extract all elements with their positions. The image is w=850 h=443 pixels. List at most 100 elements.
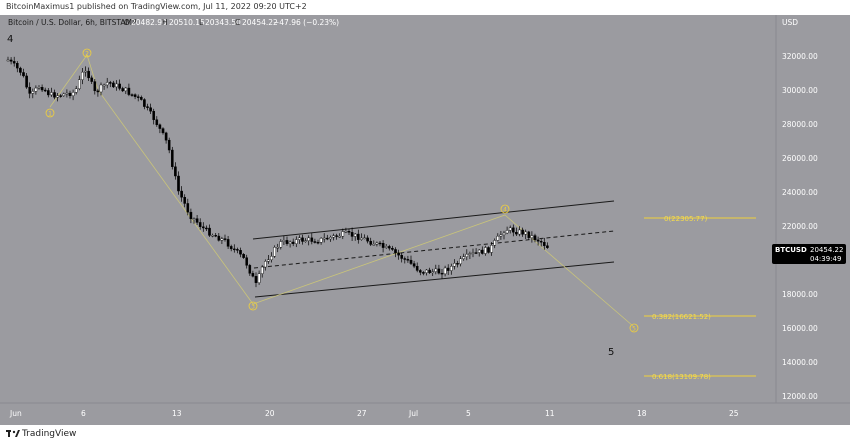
candle-body xyxy=(161,128,165,134)
candle-body xyxy=(344,231,348,233)
candle-body xyxy=(242,254,245,258)
candle-body xyxy=(127,87,131,95)
candle-body xyxy=(264,261,267,268)
candle-body xyxy=(319,237,323,243)
channel-upper-line[interactable] xyxy=(252,200,615,240)
candle-body xyxy=(322,237,326,240)
price-tick: 18000.00 xyxy=(782,290,818,299)
candle-body xyxy=(465,253,469,257)
candle-body xyxy=(124,87,128,92)
candle-body xyxy=(295,239,298,244)
candle-body xyxy=(521,229,524,235)
candle-body xyxy=(177,175,180,192)
candle-body xyxy=(530,235,534,238)
time-tick: Jun xyxy=(9,409,22,418)
price-axis-panel[interactable] xyxy=(776,15,850,425)
candle-body xyxy=(220,238,224,241)
publisher-bar: BitcoinMaximus1 published on TradingView… xyxy=(0,0,850,15)
candle-body xyxy=(217,235,221,241)
candle-body xyxy=(47,90,50,96)
candle-body xyxy=(316,241,320,244)
price-tick: 14000.00 xyxy=(782,358,818,367)
candle-body xyxy=(158,124,162,129)
candle-body xyxy=(505,230,509,234)
channel-midline[interactable] xyxy=(253,230,615,269)
candle-body xyxy=(381,243,385,248)
candle-body xyxy=(546,245,549,248)
candle-body xyxy=(214,235,218,237)
candle-body xyxy=(453,263,456,267)
candle-body xyxy=(19,67,22,73)
candle-body xyxy=(406,259,410,261)
candle-body xyxy=(493,240,497,246)
candle-body xyxy=(515,232,518,235)
fib-label-0: 0(22305.77) xyxy=(664,215,708,223)
candle-body xyxy=(313,241,317,243)
wave-1-label: 1 xyxy=(48,111,52,118)
candle-body xyxy=(121,88,124,92)
price-tag-symbol: BTCUSD xyxy=(775,246,807,254)
candle-body xyxy=(226,239,230,247)
candle-body xyxy=(99,84,103,93)
candle-body xyxy=(468,253,472,255)
tradingview-logo-icon[interactable] xyxy=(6,428,20,438)
candle-body xyxy=(34,87,38,92)
open-label: O xyxy=(124,18,130,27)
candle-body xyxy=(273,247,276,257)
candle-body xyxy=(384,246,388,248)
candle-body xyxy=(487,247,490,253)
candle-body xyxy=(326,237,329,240)
candle-body xyxy=(22,72,25,77)
candle-body xyxy=(254,276,258,283)
symbol-title: Bitcoin / U.S. Dollar, 6h, BITSTAMP xyxy=(8,18,137,27)
candle-body xyxy=(270,256,273,261)
candle-body xyxy=(155,119,159,125)
candles xyxy=(6,56,549,288)
candle-body xyxy=(180,190,183,198)
candle-body xyxy=(59,95,62,97)
candle-body xyxy=(96,90,100,93)
low-value: 20343.50 xyxy=(205,18,241,27)
time-axis[interactable]: Jun 6 13 20 27 Jul 5 11 18 25 xyxy=(9,409,739,418)
symbol-legend: Bitcoin / U.S. Dollar, 6h, BITSTAMP O 20… xyxy=(8,18,339,27)
candle-body xyxy=(477,249,481,253)
close-value: 20454.22 xyxy=(242,18,278,27)
candle-body xyxy=(65,92,69,95)
candle-body xyxy=(353,233,357,237)
candle-body xyxy=(205,227,208,230)
big-wave-4-label: 4 xyxy=(7,34,13,45)
candle-body xyxy=(388,246,391,249)
candle-body xyxy=(310,237,314,242)
time-tick: 25 xyxy=(729,409,739,418)
price-tick: 32000.00 xyxy=(782,52,818,61)
wave-count-path[interactable] xyxy=(49,54,634,327)
ascending-channel[interactable] xyxy=(252,200,615,298)
candle-body xyxy=(248,265,252,274)
fib-levels[interactable]: 0(22305.77) 0.382(16621.52) 0.618(13109.… xyxy=(644,215,756,381)
candle-body xyxy=(428,269,431,274)
candle-body xyxy=(450,266,453,271)
price-axis[interactable]: 32000.00 30000.00 28000.00 26000.00 2400… xyxy=(782,52,818,401)
candle-body xyxy=(9,59,13,62)
chart-area[interactable]: Bitcoin / U.S. Dollar, 6h, BITSTAMP O 20… xyxy=(0,15,850,425)
candle-body xyxy=(74,88,78,93)
candle-body xyxy=(456,263,459,265)
candle-body xyxy=(136,96,140,98)
candle-body xyxy=(335,235,338,237)
price-tick: 24000.00 xyxy=(782,188,818,197)
candle-body xyxy=(198,222,202,227)
candle-body xyxy=(508,227,512,231)
candle-body xyxy=(403,258,407,260)
price-tick: 12000.00 xyxy=(782,392,818,401)
candle-body xyxy=(189,211,193,220)
channel-lower-line[interactable] xyxy=(254,261,615,298)
candle-body xyxy=(195,218,199,223)
candle-body xyxy=(245,257,249,266)
candle-body xyxy=(201,226,205,229)
candle-body xyxy=(499,234,503,237)
candle-body xyxy=(459,258,462,265)
candle-body xyxy=(329,237,332,240)
candle-body xyxy=(236,249,239,251)
currency-label: USD xyxy=(782,18,798,27)
candle-body xyxy=(149,107,152,112)
